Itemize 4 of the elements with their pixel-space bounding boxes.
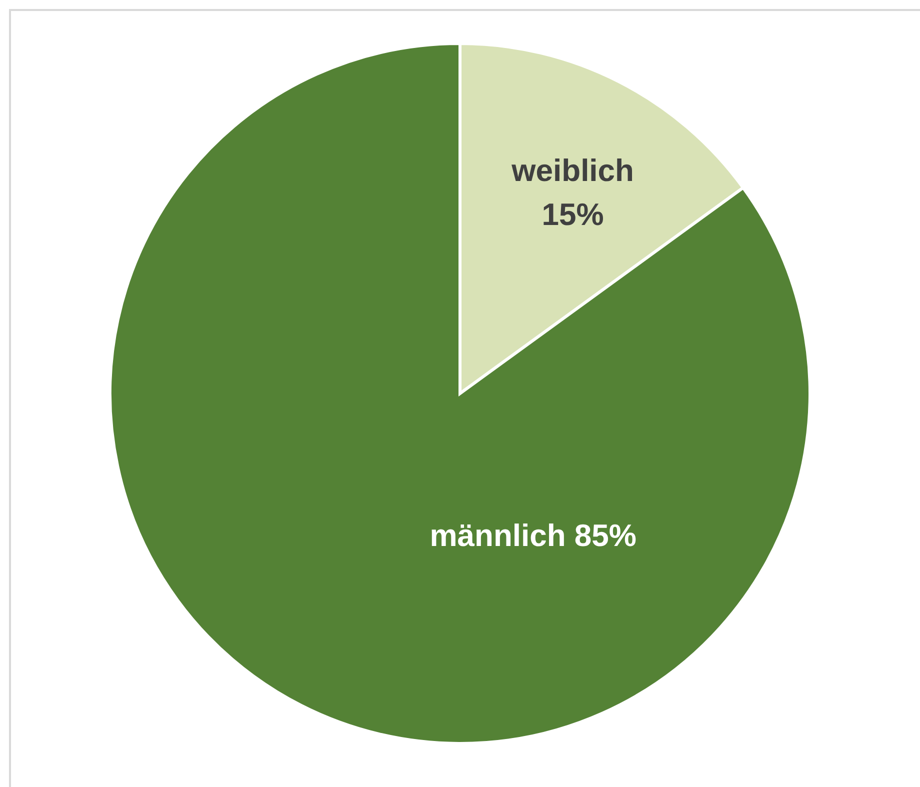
slice-label: männlich 85% — [430, 518, 636, 553]
slice-label: weiblich — [510, 153, 634, 188]
data-label: 15% — [542, 197, 604, 232]
pie-slice — [108, 42, 812, 745]
